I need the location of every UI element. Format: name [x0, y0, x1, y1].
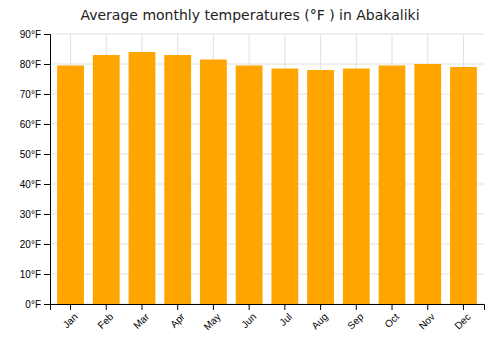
bars — [57, 52, 477, 304]
tick-label: 30°F — [20, 209, 41, 220]
tick: Feb — [95, 304, 115, 331]
tick: 20°F — [20, 239, 50, 250]
tick-label: Oct — [382, 311, 401, 330]
tick: 0°F — [25, 299, 50, 310]
tick-label: 90°F — [20, 29, 41, 40]
bar — [93, 55, 120, 304]
tick: Oct — [382, 304, 401, 330]
bar — [414, 64, 441, 304]
grid-line — [50, 34, 484, 35]
axis-line — [44, 35, 51, 305]
tick-label: 40°F — [20, 179, 41, 190]
title: Average monthly temperatures (°F ) in Ab… — [80, 7, 419, 23]
tick-label: Nov — [417, 311, 437, 331]
tick-mark — [44, 184, 50, 185]
tick-mark — [44, 34, 50, 35]
tick-mark — [44, 94, 50, 95]
tick-mark — [44, 244, 50, 245]
tick-mark — [463, 304, 464, 310]
tick: 40°F — [20, 179, 50, 190]
tick: Mar — [131, 304, 151, 331]
tick-label: Sep — [345, 311, 366, 332]
tick-label: 70°F — [20, 89, 41, 100]
tick: 10°F — [20, 269, 50, 280]
tick: 80°F — [20, 59, 50, 70]
bar — [379, 66, 406, 305]
tick: 30°F — [20, 209, 50, 220]
tick: May — [201, 304, 222, 332]
tick-label: 50°F — [20, 149, 41, 160]
bar — [307, 70, 334, 304]
axis-line — [51, 305, 485, 311]
tick-mark — [44, 274, 50, 275]
tick-label: 60°F — [20, 119, 41, 130]
tick: Jun — [239, 304, 258, 330]
tick-mark — [249, 304, 250, 310]
tick-label: Dec — [452, 311, 472, 331]
plot-area: 0°F 10°F 20°F 30°F 40°F 50°F 60°F 70°F 80°F 90°F J… — [20, 29, 485, 333]
bar — [164, 55, 191, 304]
chart: 0°F 10°F 20°F 30°F 40°F 50°F 60°F 70°F 80°F 90°F J… — [0, 0, 500, 350]
tick-mark — [177, 304, 178, 310]
tick: 50°F — [20, 149, 50, 160]
bar — [343, 69, 370, 305]
tick-mark — [320, 304, 321, 310]
tick: Dec — [452, 304, 472, 331]
tick: 60°F — [20, 119, 50, 130]
bar — [450, 67, 477, 304]
tick: 70°F — [20, 89, 50, 100]
tick: Apr — [168, 304, 187, 330]
bar — [57, 66, 84, 305]
tick-label: Feb — [95, 311, 115, 331]
tick-label: 20°F — [20, 239, 41, 250]
tick: Sep — [345, 304, 366, 331]
tick-label: Jan — [61, 311, 80, 330]
tick-mark — [106, 304, 107, 310]
y-axis: 0°F 10°F 20°F 30°F 40°F 50°F 60°F 70°F 80°F 90°F — [20, 29, 51, 310]
tick-mark — [70, 304, 71, 310]
tick: Nov — [417, 304, 437, 331]
tick-mark — [284, 304, 285, 310]
tick-mark — [44, 304, 50, 305]
tick-mark — [44, 154, 50, 155]
tick-mark — [392, 304, 393, 310]
tick-mark — [213, 304, 214, 310]
x-axis: Jan Feb Mar Apr May Jun Jul Aug Sep Oct Nov Dec — [51, 304, 485, 332]
tick-mark — [44, 214, 50, 215]
tick-mark — [44, 124, 50, 125]
tick-label: 0°F — [25, 299, 41, 310]
tick: Jul — [277, 304, 294, 328]
tick-label: Aug — [309, 311, 329, 331]
tick-label: Jun — [239, 311, 258, 330]
tick: Aug — [309, 304, 329, 331]
bar — [200, 60, 227, 305]
tick: Jan — [61, 304, 80, 330]
bar — [236, 66, 263, 305]
tick-mark — [427, 304, 428, 310]
grid — [50, 34, 484, 304]
tick: 90°F — [20, 29, 50, 40]
tick-mark — [44, 64, 50, 65]
tick-mark — [141, 304, 142, 310]
bar — [129, 52, 156, 304]
tick-label: Mar — [131, 311, 151, 331]
tick-label: May — [201, 311, 222, 332]
bar — [271, 69, 298, 305]
tick-label: 10°F — [20, 269, 41, 280]
tick-label: Jul — [277, 311, 294, 328]
tick-label: 80°F — [20, 59, 41, 70]
tick-mark — [356, 304, 357, 310]
tick-label: Apr — [168, 311, 187, 330]
